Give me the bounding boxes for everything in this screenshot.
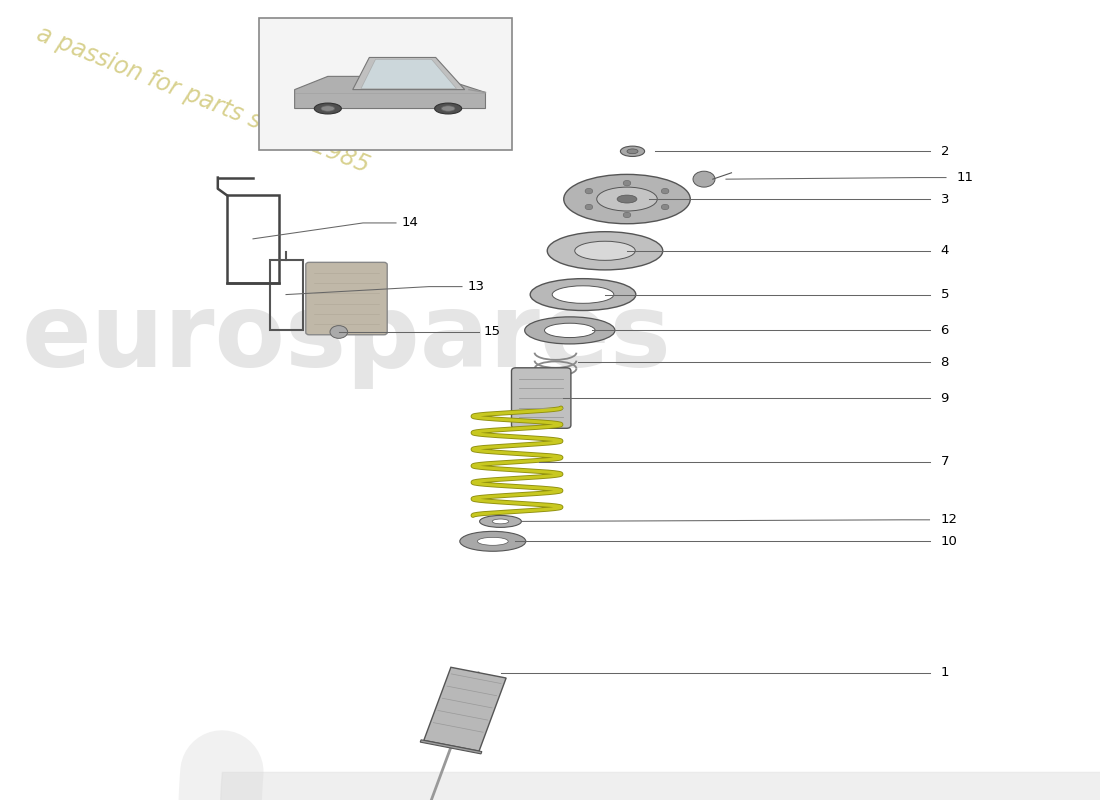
Ellipse shape [620, 146, 645, 157]
Polygon shape [361, 59, 456, 89]
FancyBboxPatch shape [306, 262, 387, 334]
Ellipse shape [574, 242, 636, 260]
Text: eurospares: eurospares [22, 288, 672, 389]
Ellipse shape [321, 106, 334, 111]
Ellipse shape [525, 317, 615, 344]
Polygon shape [295, 76, 485, 109]
Ellipse shape [596, 187, 658, 211]
Ellipse shape [627, 149, 638, 154]
Ellipse shape [530, 278, 636, 310]
Ellipse shape [441, 106, 455, 111]
Ellipse shape [480, 515, 521, 527]
Ellipse shape [460, 531, 526, 551]
Text: 6: 6 [940, 324, 949, 337]
Bar [258, 18, 512, 150]
Polygon shape [353, 58, 464, 90]
Circle shape [623, 180, 631, 186]
Ellipse shape [552, 286, 614, 303]
Text: 5: 5 [940, 288, 949, 301]
Bar [227, 195, 279, 282]
Text: 15: 15 [484, 326, 500, 338]
Polygon shape [424, 667, 506, 751]
Ellipse shape [493, 519, 508, 524]
Ellipse shape [544, 323, 595, 338]
Text: 3: 3 [940, 193, 949, 206]
Text: 1: 1 [940, 666, 949, 679]
Text: 7: 7 [940, 455, 949, 468]
Text: 12: 12 [940, 514, 957, 526]
Text: 4: 4 [940, 244, 949, 258]
Text: 11: 11 [957, 171, 974, 184]
Text: 9: 9 [940, 391, 949, 405]
Polygon shape [420, 740, 482, 754]
Ellipse shape [617, 195, 637, 203]
Circle shape [330, 326, 348, 338]
Text: 2: 2 [940, 145, 949, 158]
Text: 14: 14 [402, 217, 418, 230]
Ellipse shape [563, 174, 691, 224]
Circle shape [661, 188, 669, 194]
Bar [270, 259, 302, 330]
Circle shape [585, 188, 593, 194]
Text: 8: 8 [940, 356, 949, 369]
Circle shape [661, 204, 669, 210]
Circle shape [623, 212, 631, 218]
Circle shape [585, 204, 593, 210]
Text: 10: 10 [940, 535, 957, 548]
Text: 13: 13 [468, 280, 484, 293]
Ellipse shape [477, 538, 508, 546]
Ellipse shape [434, 103, 462, 114]
Text: a passion for parts since 1985: a passion for parts since 1985 [33, 22, 373, 178]
FancyBboxPatch shape [512, 368, 571, 428]
Circle shape [693, 171, 715, 187]
Ellipse shape [548, 232, 662, 270]
Ellipse shape [315, 103, 341, 114]
